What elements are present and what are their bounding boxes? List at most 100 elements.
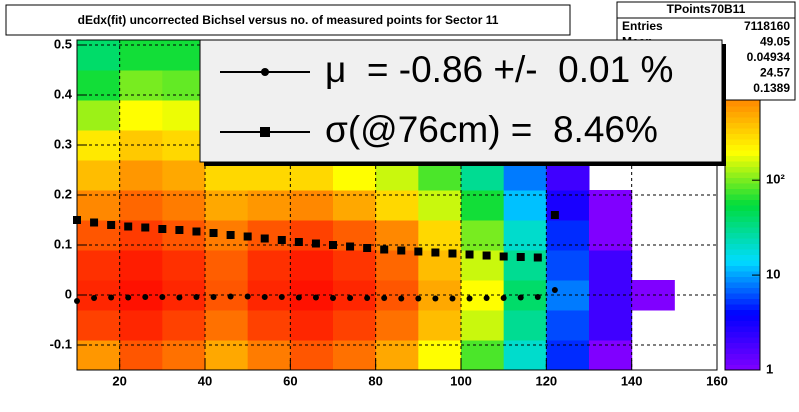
point — [431, 248, 440, 257]
colorbar-band — [725, 293, 760, 299]
stats-value: 49.05 — [760, 35, 790, 49]
colorbar-band — [725, 315, 760, 321]
heatmap-cell — [119, 100, 163, 131]
legend-marker — [260, 127, 270, 137]
colorbar-band — [725, 309, 760, 316]
point — [244, 293, 251, 300]
heatmap-cell — [418, 310, 462, 341]
stats-title: TPoints70B11 — [667, 2, 746, 16]
point — [415, 295, 422, 302]
colorbar-band — [725, 260, 760, 266]
point — [141, 223, 150, 232]
colorbar-band — [725, 111, 760, 118]
y-tick-label: 0.5 — [54, 36, 72, 51]
heatmap-cell — [503, 220, 547, 251]
heatmap-cell — [589, 220, 633, 251]
heatmap-cell — [77, 100, 121, 131]
colorbar-band — [725, 144, 760, 151]
colorbar-band — [725, 122, 760, 129]
chart-title: dEdx(fit) uncorrected Bichsel versus no.… — [78, 13, 499, 27]
heatmap-cell — [77, 70, 121, 101]
point — [466, 295, 473, 302]
heatmap-cell — [589, 310, 633, 341]
heatmap-cell — [375, 250, 419, 281]
point — [483, 295, 490, 301]
colorbar-band — [725, 133, 760, 140]
point — [193, 294, 200, 300]
point — [226, 231, 235, 239]
point — [278, 294, 285, 300]
colorbar-band — [725, 320, 760, 327]
point — [363, 244, 372, 252]
heatmap-cell — [375, 310, 419, 341]
point — [108, 294, 115, 301]
legend-label: μ = -0.86 +/- 0.01 % — [325, 49, 673, 90]
heatmap-cell — [77, 160, 121, 191]
point — [397, 246, 406, 255]
heatmap-cell — [205, 250, 249, 281]
heatmap-cell — [333, 250, 377, 281]
colorbar-band — [725, 210, 760, 217]
point — [329, 241, 337, 249]
stats-value: 24.57 — [760, 66, 790, 80]
point — [347, 295, 354, 301]
point — [175, 226, 184, 234]
heatmap-cell — [418, 220, 462, 251]
colorbar-band — [725, 254, 760, 261]
y-tick-label: -0.1 — [50, 336, 72, 351]
colorbar-band — [725, 139, 760, 145]
heatmap-cell — [162, 250, 206, 281]
colorbar-band — [725, 243, 760, 250]
colorbar-band — [725, 155, 760, 162]
point — [243, 232, 252, 241]
point — [142, 294, 149, 300]
point — [330, 295, 336, 301]
legend-marker — [261, 68, 269, 76]
point — [73, 216, 81, 224]
stats-value: 0.1389 — [753, 81, 790, 95]
x-tick-label: 140 — [621, 373, 643, 388]
point — [482, 251, 491, 260]
y-tick-label: 0 — [65, 286, 72, 301]
heatmap-cell — [119, 310, 163, 341]
point — [448, 249, 457, 258]
heatmap-cell — [247, 220, 291, 251]
x-tick-label: 20 — [112, 373, 126, 388]
stats-value: 0.04934 — [747, 50, 791, 64]
colorbar-band — [725, 304, 760, 310]
point — [159, 294, 166, 300]
colorbar-band — [725, 100, 760, 107]
y-tick-label: 0.2 — [54, 186, 72, 201]
point — [311, 239, 320, 248]
point — [500, 295, 507, 301]
point — [449, 295, 456, 302]
colorbar-band — [725, 232, 760, 239]
colorbar-tick-label: 1 — [766, 361, 773, 376]
point — [295, 294, 302, 301]
colorbar-band — [725, 117, 760, 123]
colorbar-band — [725, 348, 760, 354]
x-tick-label: 160 — [706, 373, 728, 388]
heatmap-cell — [119, 160, 163, 191]
legend-box — [199, 39, 723, 163]
colorbar-band — [725, 265, 760, 272]
point — [277, 236, 286, 244]
point — [346, 242, 355, 251]
colorbar-band — [725, 150, 760, 156]
point — [74, 298, 80, 304]
colorbar-band — [725, 128, 760, 134]
x-tick-label: 80 — [368, 373, 382, 388]
point — [381, 295, 388, 301]
stats-label: Entries — [622, 19, 663, 33]
x-tick-label: 120 — [535, 373, 557, 388]
heatmap-cell — [461, 310, 505, 341]
point — [107, 221, 116, 229]
heatmap-cell — [290, 250, 334, 281]
heatmap-cell — [589, 250, 633, 281]
y-tick-label: 0.3 — [54, 136, 72, 151]
heatmap-cell — [205, 310, 249, 341]
point — [227, 293, 234, 300]
colorbar-band — [725, 337, 760, 343]
